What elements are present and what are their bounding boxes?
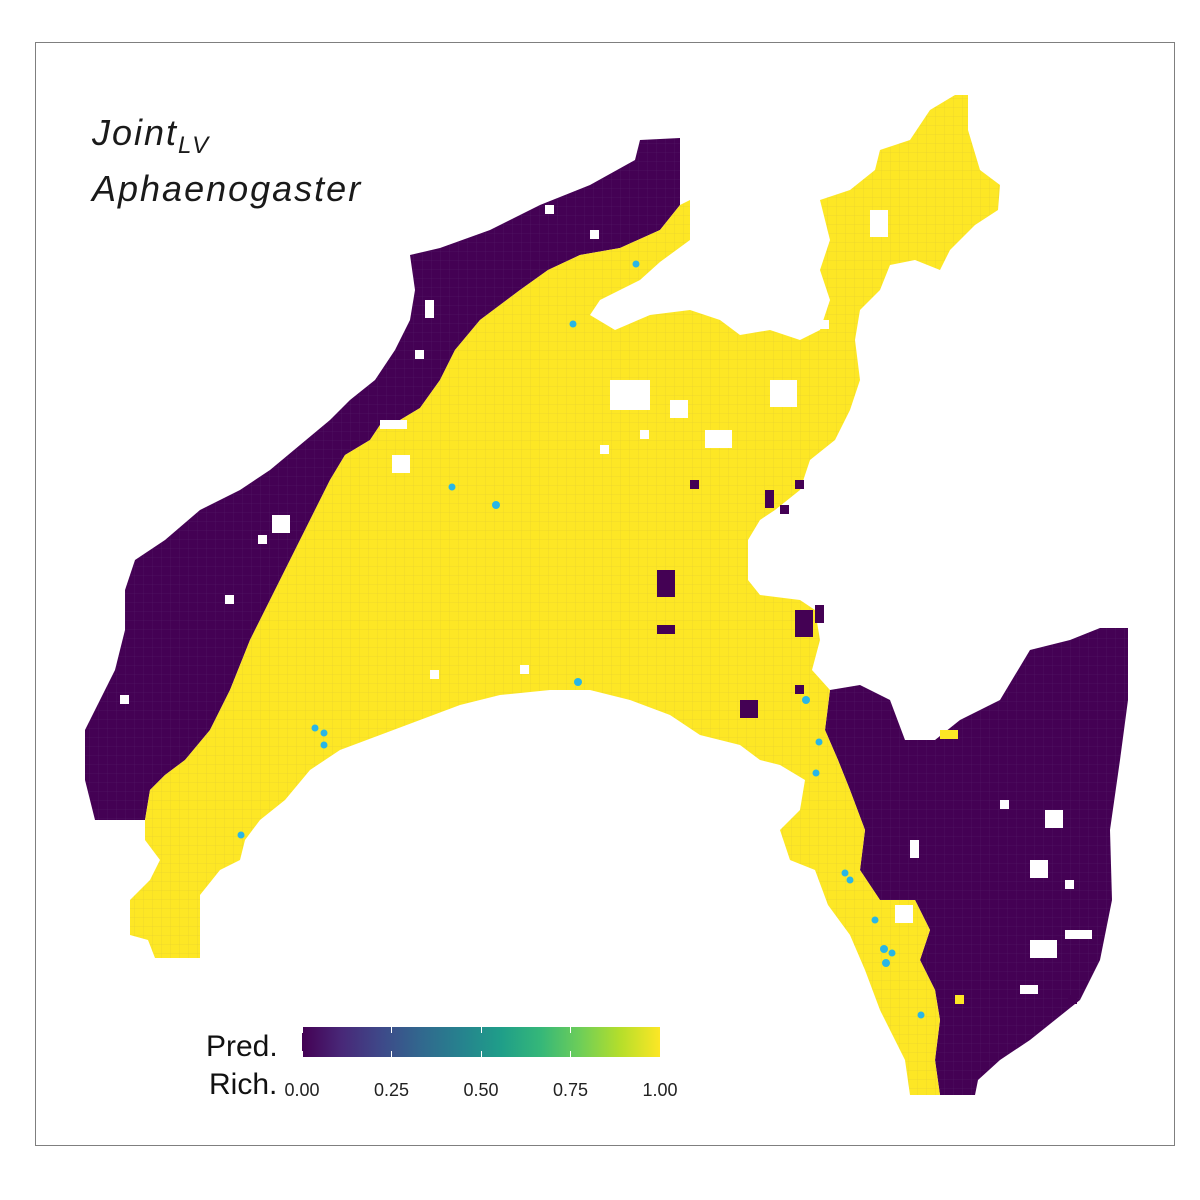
occurrence-point [569, 320, 577, 328]
occurrence-point [311, 724, 319, 732]
legend-tick-mark [391, 1051, 392, 1057]
legend-tick-mark [391, 1027, 392, 1033]
map-gaps [120, 205, 1092, 994]
occurrence-point [888, 949, 896, 957]
occurrence-point [802, 696, 810, 704]
legend-tick-mark [570, 1051, 571, 1057]
legend-tick-mark [659, 1051, 661, 1057]
occurrence-point [320, 741, 328, 749]
legend-tick-label: 0.75 [552, 1080, 589, 1100]
legend-title-line1: Pred. [206, 1030, 278, 1063]
low-richness-region-southeast [825, 628, 1128, 1095]
occurrence-point [882, 959, 890, 967]
occurrence-point [492, 501, 500, 509]
occurrence-point [632, 260, 640, 268]
map-title-subscript: LV [178, 132, 211, 159]
occurrence-point [320, 729, 328, 737]
low-richness-region-northwest [85, 138, 680, 820]
legend-tick-mark [480, 1051, 482, 1057]
legend-tick-mark [480, 1027, 482, 1033]
occurrence-point [448, 483, 456, 491]
occurrence-point [841, 869, 849, 877]
high-richness-region-main [130, 95, 1000, 1095]
legend-title-line2: Rich. [209, 1068, 278, 1101]
map-title-model: JointLV [92, 112, 211, 159]
occurrence-point [880, 945, 888, 953]
legend-tick-mark [301, 1051, 303, 1057]
occurrence-point [871, 916, 879, 924]
map-title-taxon: Aphaenogaster [92, 168, 363, 209]
legend-tick-mark [301, 1027, 303, 1033]
occurrence-point [917, 1011, 925, 1019]
legend-tick-label: 0.00 [284, 1080, 320, 1100]
map-yellow-specks [940, 730, 964, 1004]
legend-tick-label: 0.50 [463, 1080, 499, 1100]
occurrence-points [237, 260, 925, 1019]
legend-tick-mark [570, 1027, 571, 1033]
occurrence-point [237, 831, 245, 839]
occurrence-point [812, 769, 820, 777]
occurrence-point [846, 876, 854, 884]
legend-tick-mark [659, 1027, 661, 1033]
legend-tick-label: 0.25 [373, 1080, 410, 1100]
occurrence-point [815, 738, 823, 746]
occurrence-point [574, 678, 582, 686]
legend-tick-label: 1.00 [642, 1080, 678, 1100]
map-purple-specks [657, 480, 1077, 1004]
